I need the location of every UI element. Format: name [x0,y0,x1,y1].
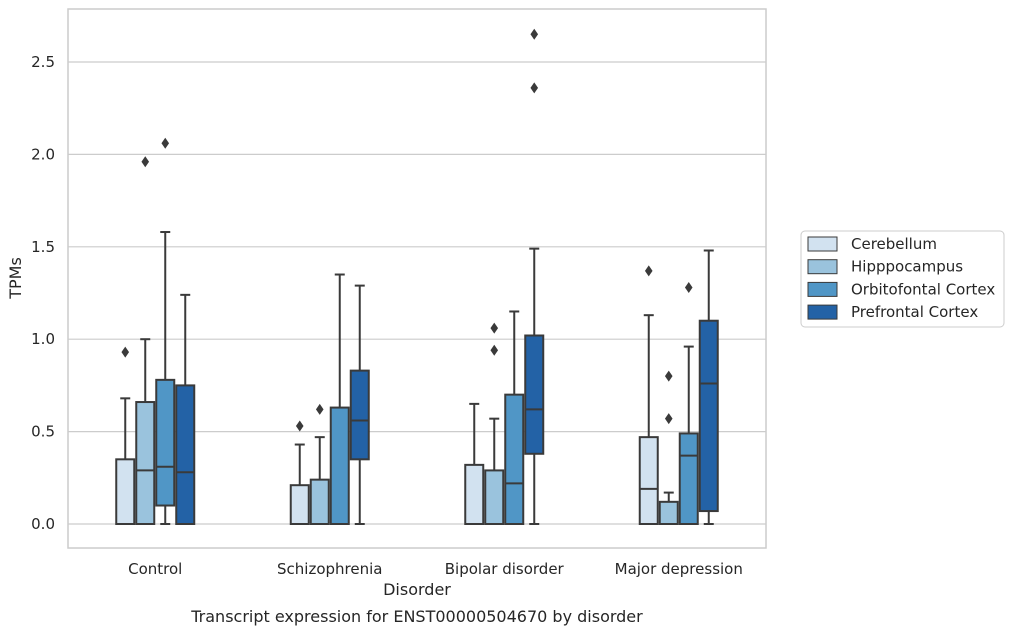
y-tick-label: 1.0 [31,330,55,348]
box-3-3 [698,249,719,525]
legend-frame [800,230,1005,328]
y-axis-ticks: 0.0 0.5 1.0 1.5 2.0 2.5 [31,53,55,533]
y-tick-label: 0.5 [31,423,55,441]
legend-swatch [807,304,838,320]
legend-label: Cerebellum [851,235,937,253]
x-axis-ticks: Control Schizophrenia Bipolar disorder Majo… [128,560,743,578]
box-body [175,384,196,525]
box-body [349,369,370,461]
box-body [135,401,156,526]
box-2-2 [504,310,525,526]
box-body [484,469,505,525]
legend-label: Orbitofontal Cortex [851,280,995,298]
legend-swatch [807,281,838,297]
box-body [309,478,330,526]
box-1-2 [329,273,350,525]
outlier-marker [664,370,673,382]
box-body [698,319,719,513]
box-2-1 [484,322,505,525]
x-tick-label: Bipolar disorder [445,560,565,578]
box-3-2 [678,281,699,525]
outlier-marker [490,344,499,356]
box-2-3 [524,28,545,525]
x-tick-label: Schizophrenia [277,560,382,578]
box-1-0 [289,420,310,525]
box-0-2 [155,137,176,525]
outlier-marker [490,322,499,334]
legend-label: Hipppocampus [851,258,963,276]
box-3-1 [658,370,679,526]
box-0-3 [175,293,196,525]
y-axis-title: TPMs [6,257,25,300]
x-tick-label: Major depression [615,560,743,578]
outlier-marker [684,281,693,293]
figure-caption: Transcript expression for ENST0000050467… [190,607,643,626]
box-2-0 [464,402,485,526]
y-tick-label: 1.5 [31,238,55,256]
box-3-0 [638,265,659,526]
outlier-marker [664,413,673,425]
box-1-1 [309,403,330,526]
box-1-3 [349,284,370,525]
box-body [289,484,310,525]
legend-swatch [807,236,838,252]
y-tick-label: 0.0 [31,515,55,533]
box-body [155,378,176,507]
outlier-marker [530,28,539,40]
box-body [678,432,699,525]
legend-label: Prefrontal Cortex [851,303,978,321]
outlier-marker [295,420,304,432]
plot-frame [67,8,767,549]
box-body [504,393,525,526]
box-body [115,458,136,526]
box-body [658,500,679,526]
outlier-marker [530,82,539,94]
box-body [524,334,545,455]
box-body [638,436,659,526]
outlier-marker [315,403,324,415]
x-axis-title: Disorder [383,580,451,599]
box-0-1 [135,156,156,526]
legend: Cerebellum Hipppocampus Orbitofontal Corte… [800,230,1005,328]
box-body [464,463,485,526]
legend-swatch [807,259,838,275]
y-tick-label: 2.5 [31,53,55,71]
boxes [115,28,719,526]
outlier-marker [161,137,170,149]
outlier-marker [644,265,653,277]
y-tick-label: 2.0 [31,145,55,163]
outlier-marker [121,346,130,358]
x-tick-label: Control [128,560,182,578]
box-body [329,406,350,525]
outlier-marker [141,156,150,168]
box-0-0 [115,346,136,526]
